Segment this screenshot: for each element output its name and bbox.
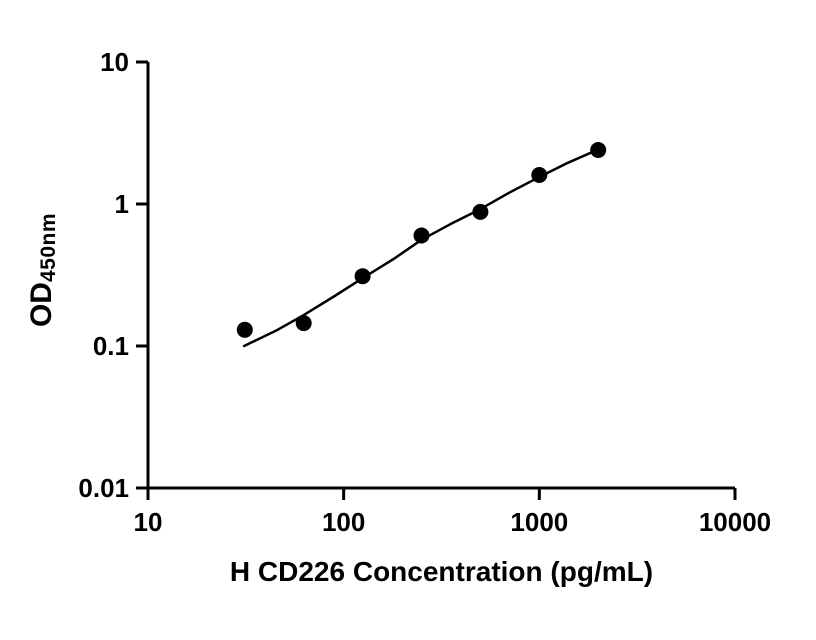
data-point	[236, 321, 253, 338]
y-axis-title: OD450nm	[24, 120, 60, 420]
x-axis-title: H CD226 Concentration (pg/mL)	[229, 556, 654, 587]
data-point	[472, 203, 489, 220]
y-tick-label: 1	[115, 189, 129, 219]
y-tick-label: 0.1	[93, 331, 129, 361]
x-tick-label: 100	[322, 507, 365, 537]
y-tick-label: 0.01	[78, 473, 129, 503]
x-tick-label: 10	[134, 507, 163, 537]
data-point	[295, 315, 312, 332]
x-tick-label: 1000	[510, 507, 568, 537]
x-tick-label: 10000	[699, 507, 771, 537]
data-point	[413, 227, 430, 244]
data-point	[531, 167, 548, 183]
y-axis-title-main: OD	[25, 282, 58, 328]
data-point	[590, 142, 607, 158]
y-tick-label: 10	[100, 47, 129, 77]
data-point	[354, 268, 371, 285]
y-axis-title-subscript: 450nm	[37, 212, 60, 283]
